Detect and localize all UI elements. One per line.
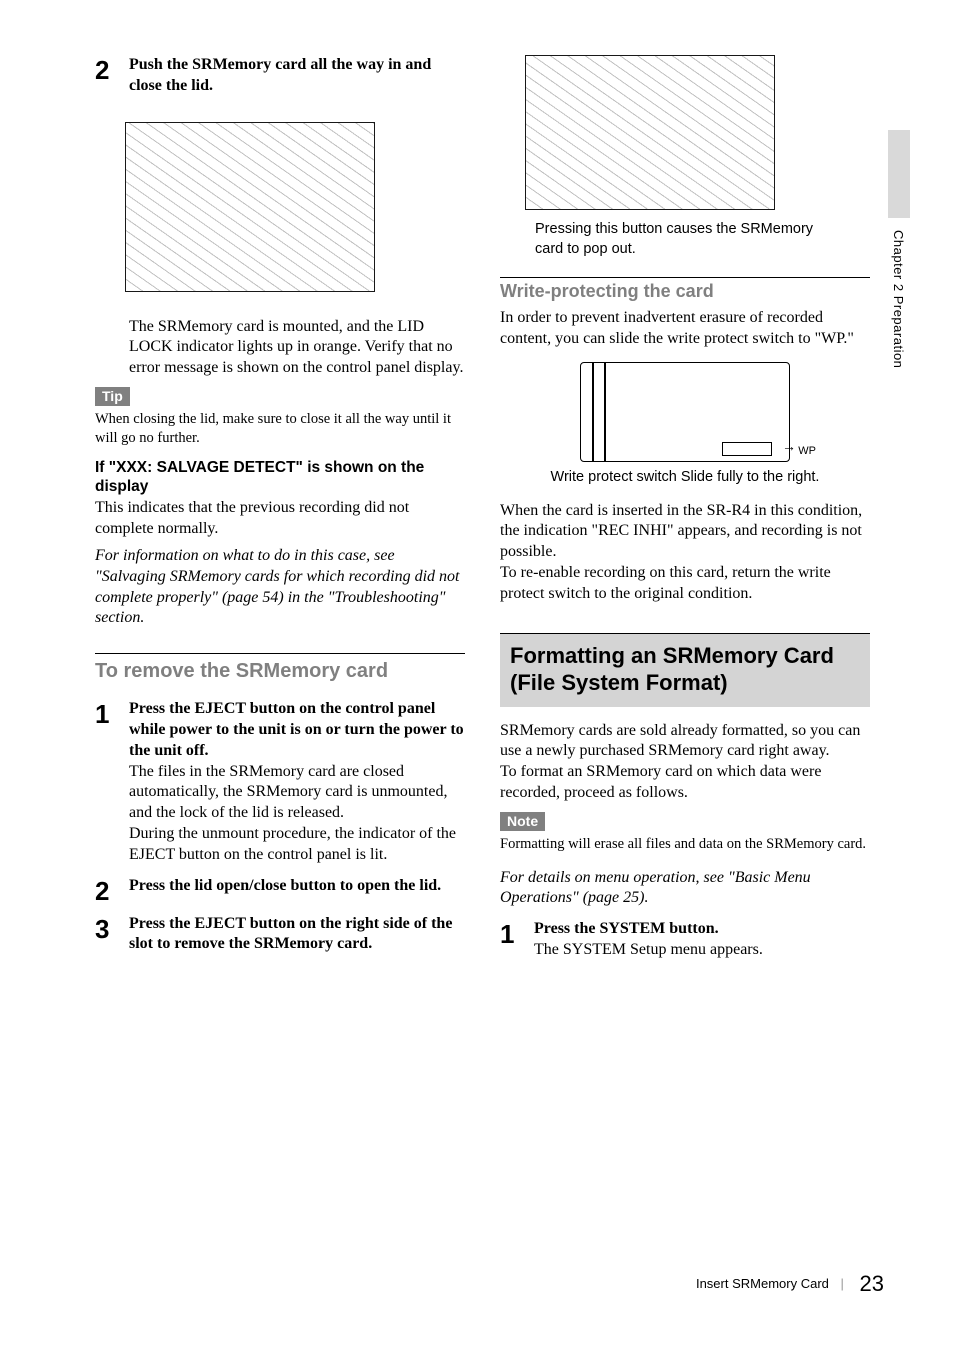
write-protect-paragraph: In order to prevent inadvertent erasure … (500, 308, 870, 350)
remove-step-3: 3 Press the EJECT button on the right si… (95, 914, 465, 956)
right-column: Pressing this button causes the SRMemory… (500, 55, 870, 971)
step-number: 2 (95, 876, 129, 904)
format-paragraph: SRMemory cards are sold already formatte… (500, 721, 870, 804)
step-title: Press the lid open/close button to open … (129, 876, 465, 897)
step-number: 2 (95, 55, 129, 97)
write-protect-heading: Write-protecting the card (500, 278, 870, 308)
chapter-tab-marker (888, 130, 910, 218)
tip-text: When closing the lid, make sure to close… (95, 410, 465, 448)
step-number: 1 (500, 919, 534, 961)
write-protect-diagram: → WP (580, 362, 790, 462)
page-number: 23 (856, 1271, 884, 1296)
eject-caption: Pressing this button causes the SRMemory… (535, 220, 835, 259)
note-text: Formatting will erase all files and data… (500, 835, 870, 854)
step-number: 3 (95, 914, 129, 956)
step-title: Press the EJECT button on the right side… (129, 914, 465, 956)
step-title: Press the EJECT button on the control pa… (129, 699, 465, 761)
format-step-1: 1 Press the SYSTEM button. The SYSTEM Se… (500, 919, 870, 961)
rule (95, 653, 465, 654)
footer-title: Insert SRMemory Card (696, 1276, 829, 1291)
remove-heading: To remove the SRMemory card (95, 658, 465, 689)
salvage-crossref: For information on what to do in this ca… (95, 546, 465, 629)
salvage-heading: If "XXX: SALVAGE DETECT" is shown on the… (95, 458, 465, 497)
step-number: 1 (95, 699, 129, 865)
step-title: Press the SYSTEM button. (534, 919, 870, 940)
mount-paragraph: The SRMemory card is mounted, and the LI… (129, 317, 465, 379)
step-2-insert: 2 Push the SRMemory card all the way in … (95, 55, 465, 97)
format-heading-box: Formatting an SRMemory Card (File System… (500, 633, 870, 707)
write-protect-after: When the card is inserted in the SR-R4 i… (500, 501, 870, 605)
step-title: Push the SRMemory card all the way in an… (129, 55, 465, 97)
step-body: The files in the SRMemory card are close… (129, 762, 465, 866)
device-illustration-insert (125, 122, 375, 292)
remove-step-1: 1 Press the EJECT button on the control … (95, 699, 465, 865)
format-heading: Formatting an SRMemory Card (File System… (510, 642, 860, 697)
footer-separator: | (833, 1276, 852, 1291)
device-illustration-eject (525, 55, 775, 210)
left-column: 2 Push the SRMemory card all the way in … (95, 55, 465, 971)
chapter-side-label: Chapter 2 Preparation (891, 230, 906, 368)
tip-label: Tip (95, 387, 130, 406)
format-crossref: For details on menu operation, see "Basi… (500, 868, 870, 910)
remove-step-2: 2 Press the lid open/close button to ope… (95, 876, 465, 904)
wp-label: WP (798, 445, 816, 457)
page-footer: Insert SRMemory Card | 23 (696, 1271, 884, 1297)
step-body: The SYSTEM Setup menu appears. (534, 940, 870, 961)
write-protect-caption: Write protect switch Slide fully to the … (500, 468, 870, 487)
arrow-right-icon: → (782, 438, 796, 454)
salvage-paragraph: This indicates that the previous recordi… (95, 498, 465, 540)
note-label: Note (500, 812, 545, 831)
